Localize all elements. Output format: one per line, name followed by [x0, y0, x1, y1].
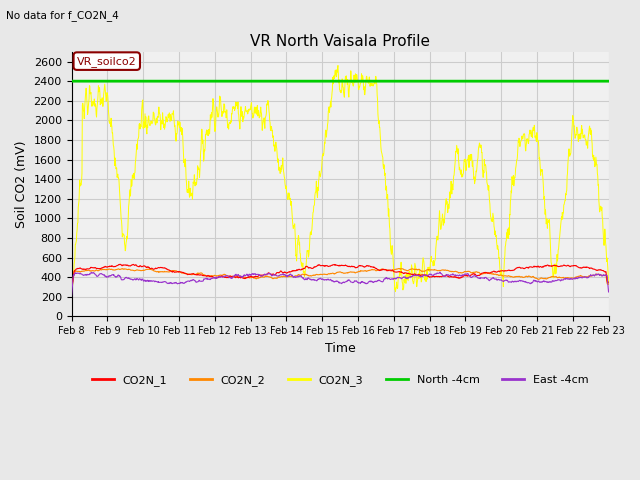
- Title: VR North Vaisala Profile: VR North Vaisala Profile: [250, 34, 430, 49]
- Text: No data for f_CO2N_4: No data for f_CO2N_4: [6, 10, 119, 21]
- Legend: CO2N_1, CO2N_2, CO2N_3, North -4cm, East -4cm: CO2N_1, CO2N_2, CO2N_3, North -4cm, East…: [87, 371, 593, 390]
- X-axis label: Time: Time: [324, 342, 355, 355]
- Y-axis label: Soil CO2 (mV): Soil CO2 (mV): [15, 140, 28, 228]
- Text: VR_soilco2: VR_soilco2: [77, 56, 137, 67]
